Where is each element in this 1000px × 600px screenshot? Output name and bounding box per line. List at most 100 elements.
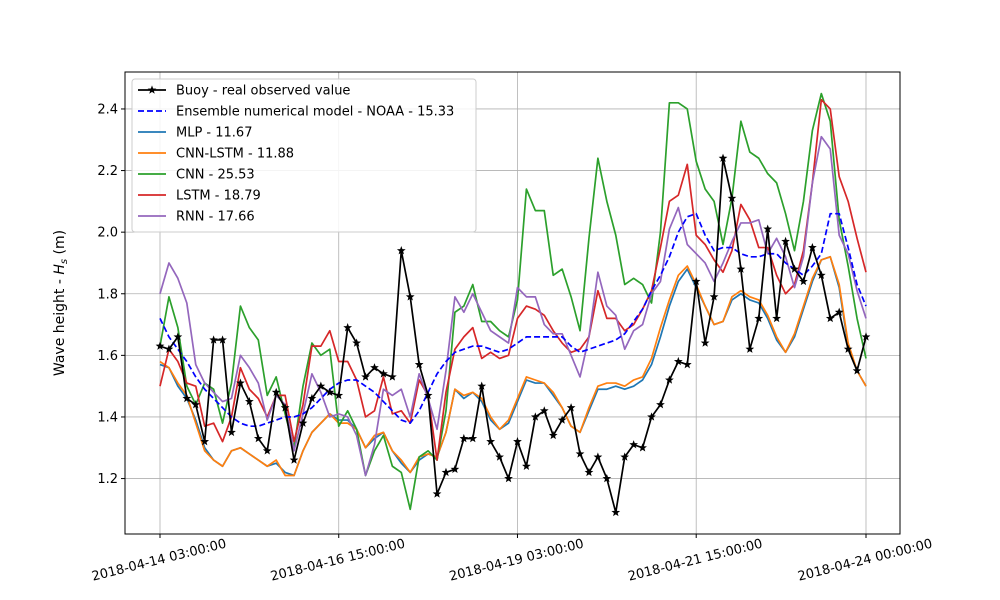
data-point-star [459,433,469,443]
data-point-star [611,507,621,517]
series-ensemble-numerical-model-noaa-15-33 [159,212,867,428]
series-buoy-real-observed-value [155,153,871,517]
data-point-star [629,440,639,449]
data-point-star [352,338,361,347]
legend-entry: Ensemble numerical model - NOAA - 15.33 [138,105,454,120]
data-point-star [709,292,719,301]
data-point-star [218,335,227,344]
data-point-star [682,360,692,369]
data-point-star [825,313,835,323]
y-axis-label-text: Wave height - [52,275,68,376]
data-point-star [593,452,603,461]
legend-label: CNN-LSTM - 11.88 [176,147,294,162]
series-line [159,135,867,477]
data-point-star [834,307,844,316]
data-point-star [155,341,165,350]
y-tick-label: 1.8 [97,287,118,302]
legend-label: CNN - 25.53 [176,168,255,183]
plot-frame [124,71,901,535]
data-point-star [852,366,862,375]
y-tick-label: 1.2 [97,472,118,487]
series-line [159,212,867,428]
data-point-star [816,270,826,279]
y-tick-label: 2.2 [97,164,118,179]
data-point-star [262,446,272,455]
series-mlp-11-67 [159,255,867,477]
data-point-star [441,467,451,477]
data-point-star [799,276,808,286]
data-point-star [504,473,513,483]
data-point-star [182,393,192,403]
data-point-star [700,338,710,347]
y-axis-label-subscript: s [59,259,70,264]
data-point-star [280,403,290,412]
data-point-star [602,473,612,483]
data-point-star [387,372,397,381]
data-point-star [209,335,218,344]
data-point-star [477,381,487,390]
data-point-star [557,415,567,424]
data-point-star [584,467,594,477]
data-point-star [781,236,790,246]
data-point-star [414,360,424,369]
data-point-star [620,452,630,461]
data-point-star [432,489,442,498]
data-point-star [361,372,370,381]
y-tick-label: 2.4 [97,102,118,117]
data-point-star [691,276,701,286]
series-line [159,255,867,477]
y-tick-label: 1.6 [97,349,118,364]
data-point-star [754,313,764,323]
data-point-star [316,381,326,390]
data-point-star [808,242,817,252]
legend-label: LSTM - 18.79 [176,189,261,204]
y-axis-label-symbol: H [52,264,68,275]
data-point-star [253,433,263,443]
data-point-star [638,443,647,452]
data-point-star [673,356,683,366]
data-point-star [164,344,174,353]
legend-entry: LSTM - 18.79 [138,189,261,204]
legend-label: MLP - 11.67 [176,126,252,141]
data-point-star [647,412,656,421]
y-axis-ticks: 1.2 1.4 1.6 1.8 2.0 2.2 2.4 [97,102,125,487]
data-point-star [423,390,433,400]
data-point-star [236,378,245,387]
y-axis-label-unit: (m) [52,230,68,259]
y-tick-label: 1.4 [97,410,118,425]
legend-label: Ensemble numerical model - NOAA - 15.33 [176,105,454,120]
data-point-star [843,344,853,353]
data-point-star [772,313,782,323]
data-point-star [289,455,299,464]
data-point-star [325,387,335,397]
data-point-star [861,332,871,341]
legend-label: RNN - 17.66 [176,210,255,225]
data-point-star [566,403,576,412]
data-point-star [539,406,549,415]
data-point-star [307,393,317,403]
data-point-star [736,264,746,273]
data-point-star [405,292,415,301]
data-point-star [271,387,281,397]
data-point-star [495,452,504,461]
y-axis-label: Wave height - Hs (m) [52,230,70,376]
data-point-star [486,437,496,446]
series-line [159,255,867,477]
legend-label: Buoy - real observed value [176,84,350,99]
data-point-star [227,427,236,437]
legend-entry: Buoy - real observed value [138,84,350,99]
legend-box [131,78,477,233]
legend-entry: CNN-LSTM - 11.88 [138,147,294,162]
data-point-star [343,323,353,332]
data-point-star [575,449,585,458]
legend: Buoy - real observed value Ensemble numer… [131,78,477,233]
data-point-star [396,246,406,255]
data-point-star [763,224,773,233]
legend-star-marker [147,85,157,94]
data-point-star [379,369,388,378]
data-point-star [450,464,460,474]
data-point-star [718,153,728,162]
data-point-star [370,363,379,372]
data-point-star [530,412,540,421]
